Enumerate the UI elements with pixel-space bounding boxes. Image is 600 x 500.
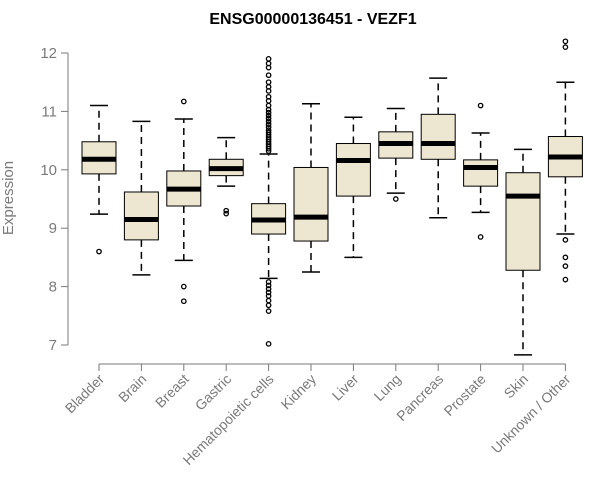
box-pancreas [420, 77, 456, 219]
outlier-point [180, 283, 187, 290]
chart-title: ENSG00000136451 - VEZF1 [209, 11, 416, 28]
outlier-point [265, 79, 272, 86]
y-tick-label: 8 [49, 279, 57, 296]
y-axis: 7 8 9 10 11 12 [40, 45, 69, 354]
outlier-point [477, 234, 484, 240]
x-tick-label: Lung [371, 371, 404, 404]
outlier-point [265, 289, 272, 296]
iqr-box [420, 113, 456, 160]
x-tick-label: Liver [329, 371, 362, 404]
iqr-box [293, 166, 329, 242]
outlier-point [265, 118, 272, 125]
box-prostate [463, 102, 499, 240]
outlier-point [265, 279, 272, 285]
x-tick-label: Bladder [62, 371, 108, 417]
outlier-point [265, 145, 272, 152]
x-tick-label: Kidney [278, 371, 320, 413]
box-bladder [81, 104, 117, 255]
y-axis-label: Expression [0, 161, 17, 235]
outlier-point [562, 276, 569, 283]
outlier-point [392, 196, 399, 202]
outlier-point [562, 44, 569, 51]
outlier-point [265, 121, 272, 128]
box-gastric [208, 136, 244, 217]
outlier-point [96, 248, 102, 255]
boxes-group [81, 38, 583, 356]
outlier-point [265, 64, 272, 71]
outlier-point [562, 237, 569, 243]
iqr-box [335, 143, 371, 197]
iqr-box [123, 191, 159, 241]
box-skin [505, 148, 541, 356]
outlier-point [265, 286, 272, 292]
outlier-point [265, 112, 272, 119]
outlier-point [265, 340, 272, 347]
outlier-point [265, 282, 272, 289]
box-lung [378, 107, 414, 202]
iqr-box [463, 159, 499, 187]
outlier-point [265, 72, 272, 79]
x-tick-label: Prostate [441, 371, 489, 419]
outlier-point [265, 109, 272, 116]
iqr-box [505, 172, 541, 271]
box-kidney [293, 103, 329, 273]
box-unknown-other [547, 38, 583, 283]
box-hematopoietic-cells [251, 55, 287, 347]
outlier-point [265, 302, 272, 309]
outlier-point [265, 55, 272, 62]
outlier-point [562, 38, 569, 45]
outlier-point [180, 298, 187, 305]
outlier-point [265, 148, 272, 154]
outlier-point [477, 102, 484, 109]
x-tick-label: Pancreas [393, 371, 446, 424]
outlier-point [265, 124, 272, 131]
outlier-point [180, 98, 187, 105]
y-tick-label: 11 [41, 103, 57, 120]
outlier-point [562, 263, 569, 270]
y-tick-label: 10 [40, 162, 57, 179]
box-breast [166, 98, 202, 305]
outlier-point [265, 115, 272, 122]
outlier-point [265, 106, 272, 113]
outlier-point [265, 297, 272, 304]
outlier-point [223, 207, 230, 214]
box-brain [123, 120, 159, 276]
x-tick-label: Brain [115, 371, 149, 405]
outlier-point [265, 308, 272, 314]
y-tick-label: 9 [49, 220, 57, 237]
x-tick-label: Unknown / Other [488, 371, 574, 457]
outlier-point [223, 210, 230, 217]
box-liver [335, 116, 371, 259]
outlier-point [265, 88, 272, 94]
outlier-point [562, 254, 569, 261]
x-tick-label: Breast [152, 371, 192, 411]
y-tick-label: 7 [49, 337, 57, 354]
x-tick-label: Skin [501, 371, 532, 402]
y-tick-label: 12 [40, 45, 57, 62]
